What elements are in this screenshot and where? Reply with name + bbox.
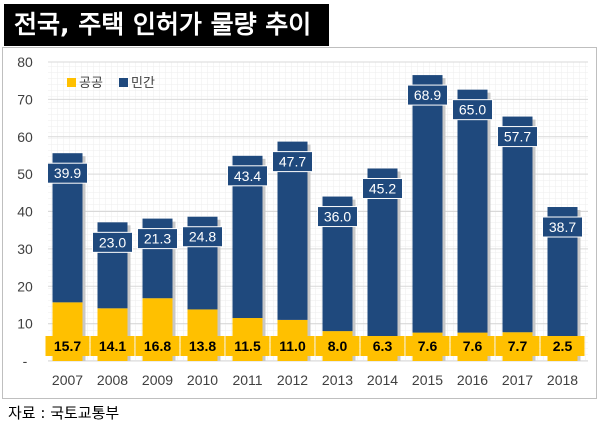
data-label-box-private — [452, 99, 493, 121]
data-label-box-public — [90, 336, 135, 356]
data-label-private: 21.3 — [144, 231, 171, 247]
x-tick-label: 2009 — [142, 372, 173, 388]
data-label-private: 43.4 — [234, 168, 261, 184]
data-label-box-private — [497, 126, 538, 148]
legend-swatch — [119, 78, 128, 87]
data-label-private: 47.7 — [279, 154, 306, 170]
x-tick-label: 2010 — [187, 372, 218, 388]
data-label-private: 57.7 — [504, 129, 531, 145]
x-tick-label: 2007 — [52, 372, 83, 388]
data-label-private: 38.7 — [549, 219, 576, 235]
y-tick-label: 20 — [17, 278, 33, 294]
x-tick-label: 2011 — [232, 372, 262, 388]
y-tick-label: 80 — [17, 54, 33, 70]
data-label-box-public — [495, 336, 540, 356]
bar-private — [457, 89, 488, 333]
data-label-box-public — [450, 336, 495, 356]
y-tick-label: - — [23, 353, 28, 369]
data-label-public: 13.8 — [189, 338, 216, 354]
data-label-box-private — [362, 178, 403, 200]
data-label-box-private — [317, 206, 358, 228]
data-label-private: 45.2 — [369, 181, 396, 197]
data-label-box-private — [542, 216, 583, 238]
x-tick-label: 2017 — [502, 372, 533, 388]
x-tick-label: 2018 — [547, 372, 578, 388]
data-label-public: 7.6 — [418, 338, 438, 354]
x-tick-label: 2008 — [97, 372, 128, 388]
data-label-box-public — [135, 336, 180, 356]
data-label-box-private — [182, 226, 223, 248]
y-tick-label: 30 — [17, 241, 33, 257]
data-label-box-public — [360, 336, 405, 356]
y-tick-label: 70 — [17, 91, 33, 107]
x-tick-label: 2012 — [277, 372, 308, 388]
data-label-box-public — [405, 336, 450, 356]
y-tick-label: 10 — [17, 316, 33, 332]
data-label-private: 68.9 — [414, 87, 441, 103]
page-title: 전국, 주택 인허가 물량 추이 — [4, 4, 329, 46]
data-label-public: 11.0 — [279, 338, 306, 354]
data-label-public: 15.7 — [54, 338, 81, 354]
data-label-box-private — [137, 228, 178, 250]
bar-private — [502, 116, 533, 333]
data-label-public: 8.0 — [328, 338, 348, 354]
data-label-public: 7.6 — [463, 338, 483, 354]
data-label-public: 11.5 — [234, 338, 261, 354]
data-label-public: 6.3 — [373, 338, 393, 354]
data-label-public: 7.7 — [508, 338, 528, 354]
data-label-box-public — [180, 336, 225, 356]
data-label-box-public — [225, 336, 270, 356]
data-label-box-public — [270, 336, 315, 356]
y-tick-label: 50 — [17, 166, 33, 182]
legend-swatch — [67, 78, 76, 87]
y-tick-label: 40 — [17, 204, 33, 220]
chart-frame: - 10 20 30 40 50 60 70 80 39.9 15.7 23.0 14.1 21.3 16… — [2, 47, 597, 399]
legend-label: 민간 — [131, 76, 155, 91]
x-tick-label: 2015 — [412, 372, 443, 388]
bar-private — [412, 75, 443, 333]
data-label-private: 23.0 — [99, 234, 126, 250]
data-label-box-private — [272, 151, 313, 173]
x-tick-label: 2013 — [322, 372, 353, 388]
data-label-private: 24.8 — [189, 229, 216, 245]
x-tick-label: 2016 — [457, 372, 488, 388]
data-label-public: 14.1 — [99, 338, 126, 354]
legend-label: 공공 — [79, 76, 103, 91]
data-label-box-private — [407, 84, 448, 106]
data-label-public: 2.5 — [553, 338, 573, 354]
stacked-bar-chart: - 10 20 30 40 50 60 70 80 39.9 15.7 23.0 14.1 21.3 16… — [17, 54, 588, 388]
data-label-private: 36.0 — [324, 209, 351, 225]
data-label-box-private — [227, 165, 268, 187]
data-label-box-private — [92, 231, 133, 253]
data-label-box-private — [47, 162, 88, 184]
y-tick-label: 60 — [17, 129, 33, 145]
data-label-box-public — [45, 336, 90, 356]
source-note: 자료 : 국토교통부 — [8, 404, 120, 422]
data-label-box-public — [315, 336, 360, 356]
x-tick-label: 2014 — [367, 372, 398, 388]
data-label-box-public — [540, 336, 585, 356]
data-label-private: 65.0 — [459, 102, 486, 118]
data-label-public: 16.8 — [144, 338, 171, 354]
bar-public — [547, 351, 578, 361]
data-label-private: 39.9 — [54, 165, 81, 181]
